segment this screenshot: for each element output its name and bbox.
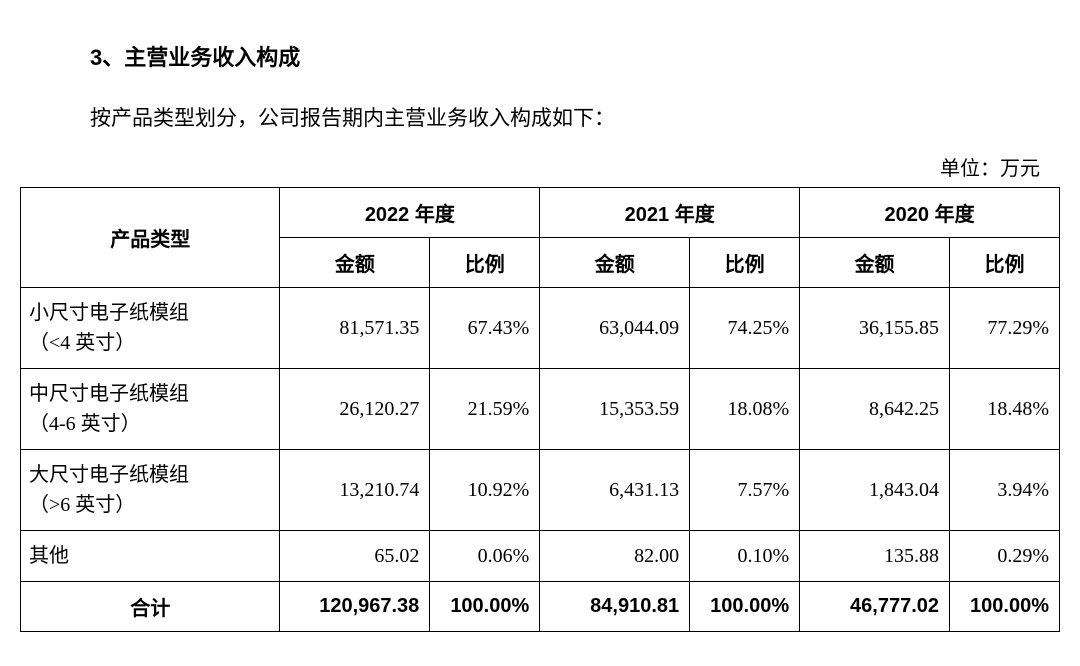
intro-text: 按产品类型划分，公司报告期内主营业务收入构成如下： [90,102,1060,132]
cell-amount-2020: 135.88 [800,531,950,582]
section-heading: 3、主营业务收入构成 [90,40,1060,72]
cell-total-ratio-2022: 100.00% [430,582,540,632]
cell-amount-2020: 36,155.85 [800,288,950,369]
cell-product-name: 其他 [21,531,280,582]
cell-ratio-2020: 3.94% [950,450,1060,531]
header-ratio-2022: 比例 [430,238,540,288]
header-year-2021: 2021 年度 [540,188,800,238]
header-year-2022: 2022 年度 [280,188,540,238]
cell-amount-2022: 65.02 [280,531,430,582]
cell-ratio-2021: 0.10% [690,531,800,582]
table-row: 其他65.020.06%82.000.10%135.880.29% [21,531,1060,582]
cell-ratio-2020: 0.29% [950,531,1060,582]
cell-ratio-2022: 21.59% [430,369,540,450]
cell-total-ratio-2021: 100.00% [690,582,800,632]
cell-total-amount-2020: 46,777.02 [800,582,950,632]
cell-ratio-2021: 7.57% [690,450,800,531]
cell-amount-2020: 8,642.25 [800,369,950,450]
cell-amount-2021: 6,431.13 [540,450,690,531]
cell-ratio-2022: 10.92% [430,450,540,531]
cell-ratio-2022: 67.43% [430,288,540,369]
header-ratio-2020: 比例 [950,238,1060,288]
cell-product-name: 中尺寸电子纸模组（4-6 英寸） [21,369,280,450]
cell-ratio-2021: 74.25% [690,288,800,369]
revenue-composition-table: 产品类型 2022 年度 2021 年度 2020 年度 金额 比例 金额 比例… [20,187,1060,632]
header-amount-2022: 金额 [280,238,430,288]
table-row: 小尺寸电子纸模组（<4 英寸）81,571.3567.43%63,044.097… [21,288,1060,369]
header-year-2020: 2020 年度 [800,188,1060,238]
cell-total-amount-2022: 120,967.38 [280,582,430,632]
header-ratio-2021: 比例 [690,238,800,288]
cell-ratio-2021: 18.08% [690,369,800,450]
cell-amount-2022: 81,571.35 [280,288,430,369]
table-row: 中尺寸电子纸模组（4-6 英寸）26,120.2721.59%15,353.59… [21,369,1060,450]
header-amount-2020: 金额 [800,238,950,288]
cell-amount-2022: 26,120.27 [280,369,430,450]
header-product-type: 产品类型 [21,188,280,288]
cell-total-ratio-2020: 100.00% [950,582,1060,632]
cell-total-amount-2021: 84,910.81 [540,582,690,632]
cell-amount-2021: 82.00 [540,531,690,582]
cell-ratio-2020: 77.29% [950,288,1060,369]
cell-ratio-2022: 0.06% [430,531,540,582]
cell-ratio-2020: 18.48% [950,369,1060,450]
cell-product-name: 大尺寸电子纸模组（>6 英寸） [21,450,280,531]
unit-label: 单位：万元 [20,152,1040,181]
header-amount-2021: 金额 [540,238,690,288]
table-row: 大尺寸电子纸模组（>6 英寸）13,210.7410.92%6,431.137.… [21,450,1060,531]
cell-amount-2021: 63,044.09 [540,288,690,369]
cell-total-label: 合计 [21,582,280,632]
cell-amount-2020: 1,843.04 [800,450,950,531]
table-total-row: 合计120,967.38100.00%84,910.81100.00%46,77… [21,582,1060,632]
cell-amount-2022: 13,210.74 [280,450,430,531]
table-body: 小尺寸电子纸模组（<4 英寸）81,571.3567.43%63,044.097… [21,288,1060,632]
cell-amount-2021: 15,353.59 [540,369,690,450]
cell-product-name: 小尺寸电子纸模组（<4 英寸） [21,288,280,369]
